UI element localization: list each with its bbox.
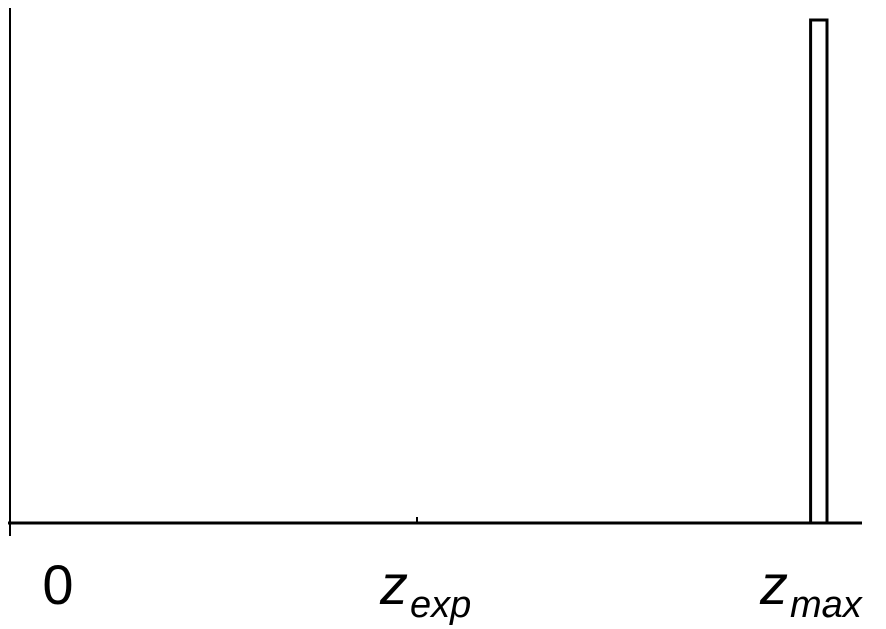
- bar-0: [809, 18, 829, 525]
- x-tick-labels: 0 zexp zmax: [42, 553, 863, 626]
- x-tick-label-0: 0: [42, 553, 73, 616]
- x-tick-label-1: zexp: [379, 553, 471, 626]
- bars: [809, 18, 829, 525]
- x-tick-label-2: zmax: [759, 553, 864, 626]
